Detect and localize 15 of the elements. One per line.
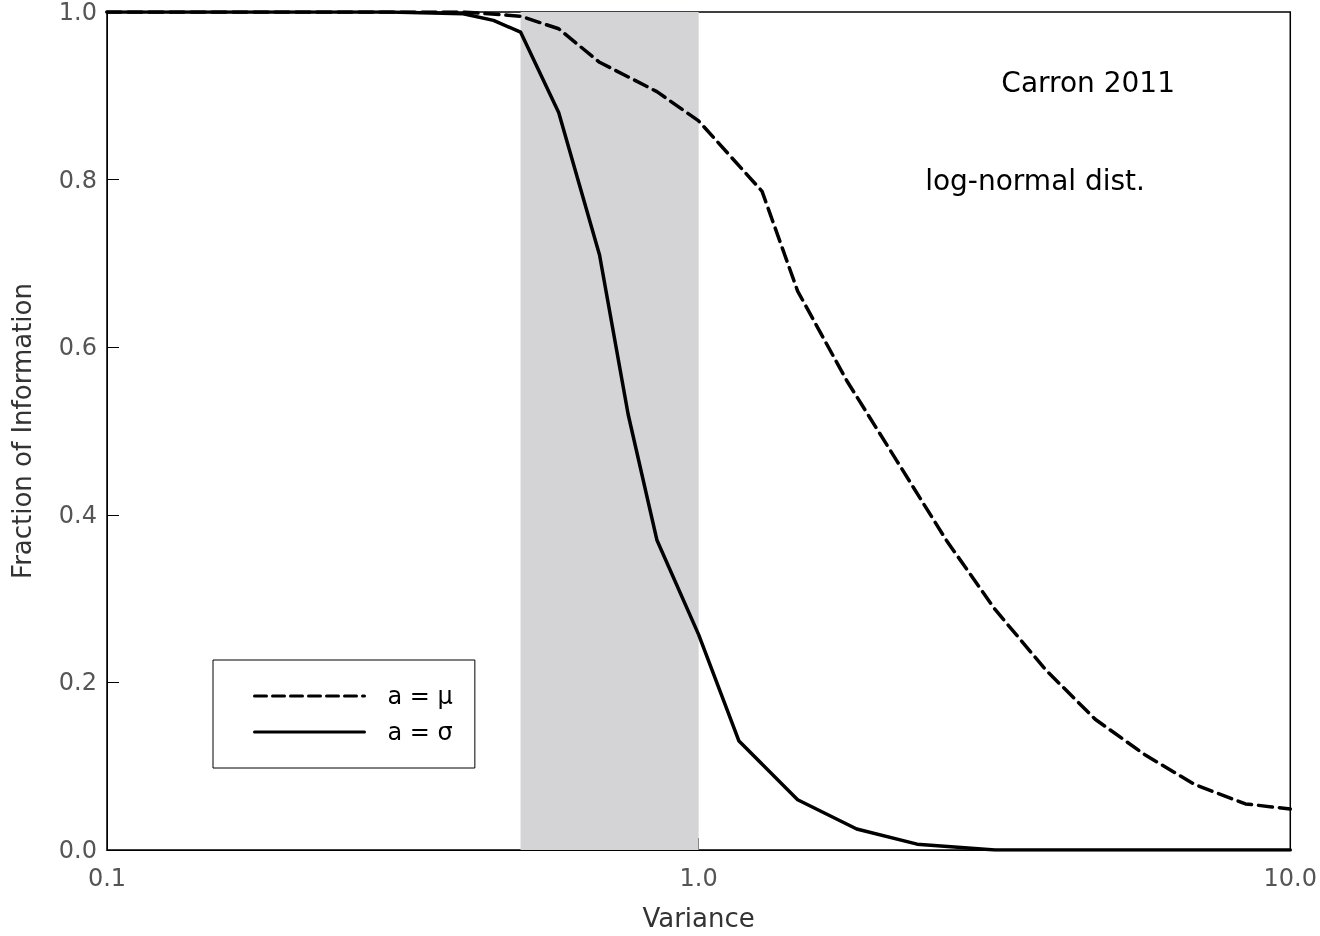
x-tick-label: 0.1 (87, 864, 127, 892)
y-axis-title: Fraction of Information (7, 283, 37, 579)
legend-label: a = μ (387, 682, 453, 710)
legend-label: a = σ (387, 718, 453, 746)
annotation: Carron 2011 (1001, 65, 1176, 99)
y-tick-label: 0.2 (58, 668, 97, 697)
y-tick-label: 0.8 (58, 165, 97, 194)
y-tick-label: 0.6 (58, 333, 97, 362)
x-axis-title: Variance (642, 903, 755, 933)
x-tick-label: 10.0 (1263, 864, 1317, 892)
y-tick-label: 0.4 (58, 500, 97, 529)
x-tick-label: 1.0 (679, 864, 718, 892)
annotation: log-normal dist. (925, 163, 1146, 197)
y-tick-label: 0.0 (58, 836, 97, 864)
y-tick-label: 1.0 (58, 0, 97, 26)
